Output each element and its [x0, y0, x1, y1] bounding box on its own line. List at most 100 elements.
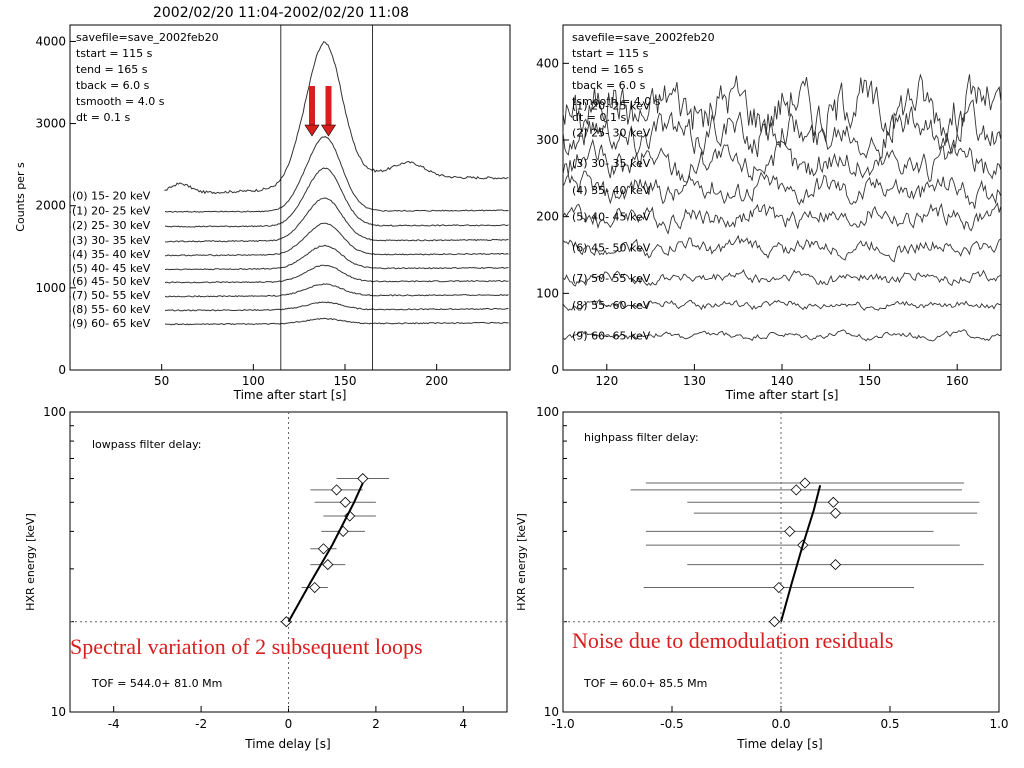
highpass-line — [562, 99, 1002, 159]
legend-entry: (7) 50- 55 keV — [72, 289, 151, 302]
highpass-delay-xlabel: Time delay [s] — [736, 737, 822, 751]
highpass-line — [562, 234, 1002, 263]
highpass-line — [562, 73, 1002, 144]
legend-entry: (7) 50- 55 keV — [572, 272, 651, 285]
legend-bg — [71, 275, 165, 288]
lightcurve-ylabel: Counts per s — [14, 162, 27, 232]
highpass-delay-panel: -1.0 -0.5 0.0 0.5 1.0 10 100 highpass filter d… — [515, 405, 1009, 751]
lightcurve-ytick-label: 0 — [58, 363, 66, 377]
legend-entry: (8) 55- 60 keV — [572, 299, 651, 312]
legend-entry: (6) 45- 50 keV — [572, 241, 651, 254]
highpass-xtick-label: 140 — [771, 374, 794, 388]
lowpass-tof: TOF = 544.0+ 81.0 Mm — [91, 677, 222, 690]
lightcurve-xtick-label: 50 — [154, 374, 169, 388]
highpass-series: (1) 20- 25 keV (2) 25- 30 keV (3) 30- 35 k… — [562, 73, 1002, 343]
lightcurve-xtick-label: 100 — [242, 374, 265, 388]
legend-entry: (4) 35- 40 keV — [72, 248, 151, 261]
legend-entry: (0) 15- 20 keV — [72, 190, 151, 203]
highpass-delay-data-point — [827, 496, 839, 508]
lowpass-ytick-label: 10 — [51, 705, 66, 719]
legend-bg — [71, 262, 165, 275]
highpass-ytick-label: 100 — [536, 286, 559, 300]
lightcurve-xtick-label: 200 — [425, 374, 448, 388]
highpass-delay-data-point — [784, 525, 796, 537]
lowpass-xtick-label: -2 — [195, 717, 207, 731]
highpass-delay-ylabel: HXR energy [keV] — [515, 513, 528, 611]
legend-bg — [71, 303, 165, 316]
lowpass-xtick-label: -4 — [108, 717, 120, 731]
highpass-line — [562, 170, 1002, 209]
highpass-xtick-label: 130 — [683, 374, 706, 388]
param-line: savefile=save_2002feb20 — [76, 31, 219, 44]
highpass-ytick-label: 300 — [536, 133, 559, 147]
lightcurve-frame — [69, 24, 511, 371]
param-line: tsmooth = 4.0 s — [76, 95, 165, 108]
highpass-delay-xtick-label: -1.0 — [551, 717, 574, 731]
legend-entry: (6) 45- 50 keV — [72, 275, 151, 288]
param-line: tback = 6.0 s — [572, 79, 646, 92]
highpass-line — [562, 202, 1002, 235]
legend-bg — [71, 248, 165, 261]
highpass-xtick-label: 120 — [595, 374, 618, 388]
param-line: tend = 165 s — [572, 63, 644, 76]
lowpass-fit-curve — [287, 482, 364, 623]
param-line: tstart = 115 s — [572, 47, 649, 60]
highpass-delay-title: highpass filter delay: — [584, 431, 699, 444]
param-line: dt = 0.1 s — [76, 111, 130, 124]
legend-bg — [71, 190, 165, 203]
lightcurve-ytick-label: 4000 — [35, 34, 66, 48]
highpass-line — [562, 269, 1002, 287]
legend-entry: (2) 25- 30 keV — [572, 126, 651, 139]
legend-bg — [71, 234, 165, 247]
highpass-delay-xtick-label: 0.0 — [771, 717, 790, 731]
legend-bg — [71, 317, 165, 330]
lowpass-data-point — [322, 559, 334, 571]
highpass-delay-plot: -1.0 -0.5 0.0 0.5 1.0 10 100 — [536, 405, 1008, 731]
lowpass-delay-ylabel: HXR energy [keV] — [24, 513, 37, 611]
highpass-delay-ytick-label: 100 — [536, 405, 559, 419]
annotation-noise: Noise due to demodulation residuals — [572, 628, 893, 653]
legend-entry: (8) 55- 60 keV — [72, 303, 151, 316]
highpass-delay-data-point — [829, 507, 842, 519]
param-line: tstart = 115 s — [76, 47, 153, 60]
lowpass-delay-plot: -4 -2 0 2 4 10 100 — [43, 405, 507, 731]
param-line: tend = 165 s — [76, 63, 148, 76]
legend-bg — [71, 289, 165, 302]
legend-entry: (4) 35- 40 keV — [572, 184, 651, 197]
highpass-delay-data-point — [799, 477, 811, 489]
highpass-delay-xtick-label: 0.5 — [880, 717, 899, 731]
highpass-xtick-label: 160 — [946, 374, 969, 388]
highpass-ytick-label: 400 — [536, 56, 559, 70]
param-line: dt = 0.1 s — [572, 111, 626, 124]
legend-entry: (9) 60- 65 keV — [572, 330, 651, 343]
param-line: savefile=save_2002feb20 — [572, 31, 715, 44]
lightcurve-series: (0) 15- 20 keV(1) 20- 25 keV (2) 25- 30 k… — [69, 41, 509, 330]
legend-entry: (1) 20- 25 keV — [572, 100, 651, 113]
highpass-delay-xtick-label: 1.0 — [989, 717, 1008, 731]
lowpass-xtick-label: 4 — [459, 717, 467, 731]
highpass-delay-ytick-label: 10 — [544, 705, 559, 719]
lowpass-data-point — [309, 581, 321, 594]
lowpass-xtick-label: 0 — [285, 717, 293, 731]
param-line: tback = 6.0 s — [76, 79, 150, 92]
red-arrow-head — [320, 124, 337, 137]
highpass-delay-fit-curve — [780, 484, 822, 622]
lightcurve-xlabel: Time after start [s] — [233, 388, 347, 402]
highpass-line — [562, 329, 1002, 342]
highpass-delay-data-point — [773, 581, 785, 594]
legend-bg — [71, 205, 165, 218]
annotation-spectral-variation: Spectral variation of 2 subsequent loops — [70, 634, 423, 659]
highpass-delay-xtick-label: -0.5 — [660, 717, 683, 731]
highpass-xtick-label: 150 — [858, 374, 881, 388]
lowpass-data-point — [317, 543, 330, 555]
lowpass-data-point — [331, 484, 343, 496]
lowpass-data-point — [339, 496, 351, 508]
legend-entry: (2) 25- 30 keV — [72, 219, 151, 232]
highpass-ytick-label: 200 — [536, 210, 559, 224]
highpass-delay-data-point — [768, 616, 781, 628]
